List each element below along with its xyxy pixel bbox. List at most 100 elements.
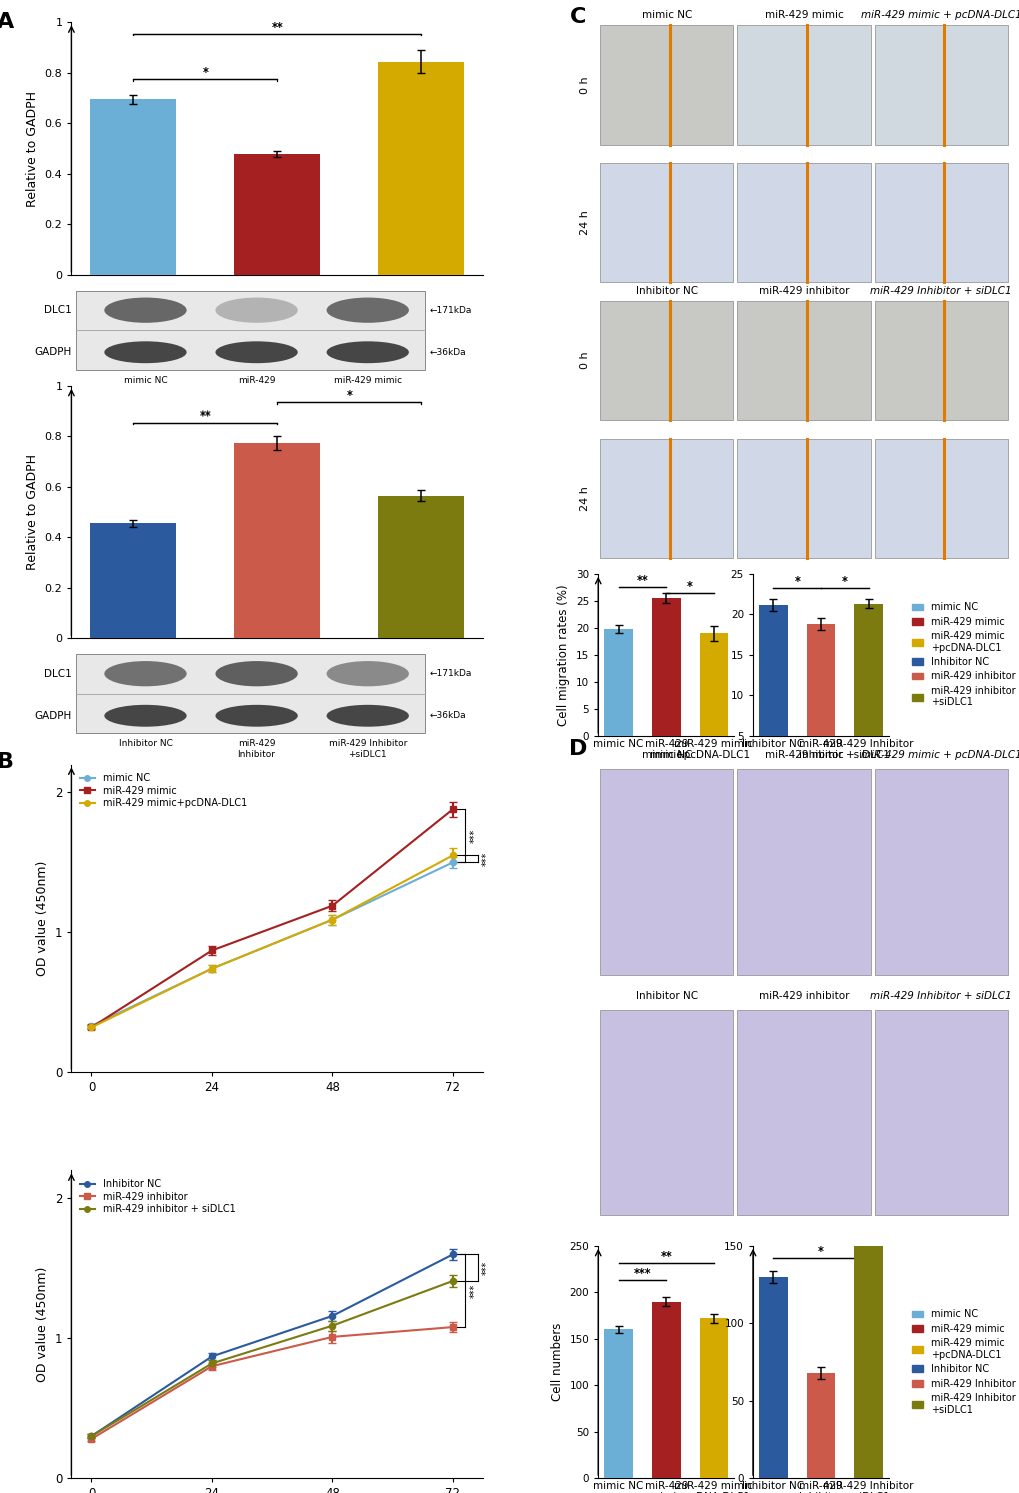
Text: miR-429
Inhibitor: miR-429 Inhibitor xyxy=(237,739,275,758)
Bar xyxy=(806,1374,835,1478)
Text: DLC1: DLC1 xyxy=(44,305,71,315)
Bar xyxy=(651,599,680,736)
Y-axis label: Relative to GADPH: Relative to GADPH xyxy=(26,454,39,570)
Text: **: ** xyxy=(271,21,283,34)
Text: mimic NC: mimic NC xyxy=(641,10,691,19)
Legend: mimic NC, miR-429 mimic, miR-429 mimic
+pcDNA-DLC1, Inhibitor NC, miR-429 Inhibi: mimic NC, miR-429 mimic, miR-429 mimic +… xyxy=(907,1305,1019,1418)
Bar xyxy=(737,769,869,975)
Text: Inhibitor NC: Inhibitor NC xyxy=(635,285,697,296)
Bar xyxy=(874,769,1007,975)
Ellipse shape xyxy=(104,297,186,322)
Text: **: ** xyxy=(199,409,211,423)
Bar xyxy=(737,439,869,558)
Text: miR-429 Inhibitor
+siDLC1: miR-429 Inhibitor +siDLC1 xyxy=(328,739,407,758)
Text: *: * xyxy=(794,575,799,588)
Bar xyxy=(378,496,464,639)
Text: miR-429 mimic
+pcDNA-DLC1: miR-429 mimic +pcDNA-DLC1 xyxy=(333,376,401,396)
Text: ***: *** xyxy=(633,1268,651,1281)
Bar xyxy=(854,603,882,776)
Bar xyxy=(874,1009,1007,1215)
Text: B: B xyxy=(0,752,14,772)
Text: miR-429 mimic: miR-429 mimic xyxy=(764,10,843,19)
Bar xyxy=(874,439,1007,558)
Ellipse shape xyxy=(326,661,409,687)
Bar xyxy=(651,1302,680,1478)
Bar xyxy=(874,300,1007,421)
Text: ←36kDa: ←36kDa xyxy=(429,711,466,720)
Text: ***: *** xyxy=(633,1268,651,1281)
Text: *: * xyxy=(841,575,847,588)
Bar xyxy=(737,25,869,145)
Bar xyxy=(604,1329,633,1478)
Bar xyxy=(600,25,733,145)
Bar xyxy=(854,1233,882,1478)
Text: miR-429 mimic: miR-429 mimic xyxy=(764,749,843,760)
Text: miR-429
mimic: miR-429 mimic xyxy=(237,376,275,396)
Text: *: * xyxy=(794,575,799,588)
Text: Inhibitor NC: Inhibitor NC xyxy=(635,991,697,1000)
Text: miR-429 Inhibitor + siDLC1: miR-429 Inhibitor + siDLC1 xyxy=(869,285,1011,296)
Bar xyxy=(600,163,733,282)
Ellipse shape xyxy=(326,342,409,363)
Y-axis label: Relative to GADPH: Relative to GADPH xyxy=(26,91,39,206)
Bar xyxy=(806,624,835,776)
Text: A: A xyxy=(0,12,14,33)
Text: **: ** xyxy=(659,1250,672,1263)
Bar xyxy=(90,100,176,275)
Text: DLC1: DLC1 xyxy=(44,669,71,679)
Bar xyxy=(233,443,320,639)
Bar xyxy=(737,300,869,421)
Bar xyxy=(600,300,733,421)
Text: miR-429 mimic + pcDNA-DLC1: miR-429 mimic + pcDNA-DLC1 xyxy=(860,10,1019,19)
Text: **: ** xyxy=(659,1250,672,1263)
Legend: Inhibitor NC, miR-429 inhibitor, miR-429 inhibitor + siDLC1: Inhibitor NC, miR-429 inhibitor, miR-429… xyxy=(76,1175,238,1218)
Bar xyxy=(75,291,425,370)
Text: mimic NC: mimic NC xyxy=(123,376,167,385)
Text: *: * xyxy=(202,66,208,79)
Text: ***: *** xyxy=(482,1260,491,1275)
Bar xyxy=(874,163,1007,282)
Text: 0 h: 0 h xyxy=(580,352,589,369)
Ellipse shape xyxy=(104,342,186,363)
Text: miR-429 mimic + pcDNA-DLC1: miR-429 mimic + pcDNA-DLC1 xyxy=(860,749,1019,760)
Text: miR-429 inhibitor: miR-429 inhibitor xyxy=(758,991,849,1000)
Bar xyxy=(874,25,1007,145)
Bar xyxy=(600,1009,733,1215)
Bar xyxy=(758,1277,787,1478)
Ellipse shape xyxy=(215,297,298,322)
Ellipse shape xyxy=(326,705,409,727)
Bar xyxy=(378,61,464,275)
Text: miR-429 inhibitor: miR-429 inhibitor xyxy=(758,285,849,296)
Text: miR-429 Inhibitor + siDLC1: miR-429 Inhibitor + siDLC1 xyxy=(869,991,1011,1000)
Bar xyxy=(737,163,869,282)
Bar xyxy=(737,1009,869,1215)
Text: ←171kDa: ←171kDa xyxy=(429,669,472,678)
Y-axis label: Cell numbers: Cell numbers xyxy=(550,1323,564,1402)
Text: ***: *** xyxy=(469,829,479,844)
Text: ←36kDa: ←36kDa xyxy=(429,348,466,357)
Bar xyxy=(604,629,633,736)
Text: *: * xyxy=(817,1245,823,1259)
Y-axis label: OD value (450nm): OD value (450nm) xyxy=(37,1266,49,1383)
Bar xyxy=(600,439,733,558)
Legend: mimic NC, miR-429 mimic, miR-429 mimic+pcDNA-DLC1: mimic NC, miR-429 mimic, miR-429 mimic+p… xyxy=(76,769,251,812)
Text: C: C xyxy=(569,7,585,27)
Ellipse shape xyxy=(215,661,298,687)
Text: 24 h: 24 h xyxy=(580,211,589,234)
Ellipse shape xyxy=(215,342,298,363)
Text: *: * xyxy=(841,575,847,588)
Text: ***: *** xyxy=(482,851,491,866)
Text: **: ** xyxy=(199,409,211,423)
Legend: mimic NC, miR-429 mimic, miR-429 mimic
+pcDNA-DLC1, Inhibitor NC, miR-429 inhibi: mimic NC, miR-429 mimic, miR-429 mimic +… xyxy=(907,599,1019,711)
Bar xyxy=(233,154,320,275)
Text: Inhibitor NC: Inhibitor NC xyxy=(118,739,172,748)
Text: ←171kDa: ←171kDa xyxy=(429,306,472,315)
Text: 24 h: 24 h xyxy=(580,485,589,511)
Text: *: * xyxy=(687,579,692,593)
Text: *: * xyxy=(345,390,352,402)
Bar xyxy=(90,524,176,639)
Text: GADPH: GADPH xyxy=(34,711,71,721)
Text: *: * xyxy=(687,579,692,593)
Y-axis label: Cell migration rates (%): Cell migration rates (%) xyxy=(556,584,570,726)
Text: D: D xyxy=(569,739,587,758)
